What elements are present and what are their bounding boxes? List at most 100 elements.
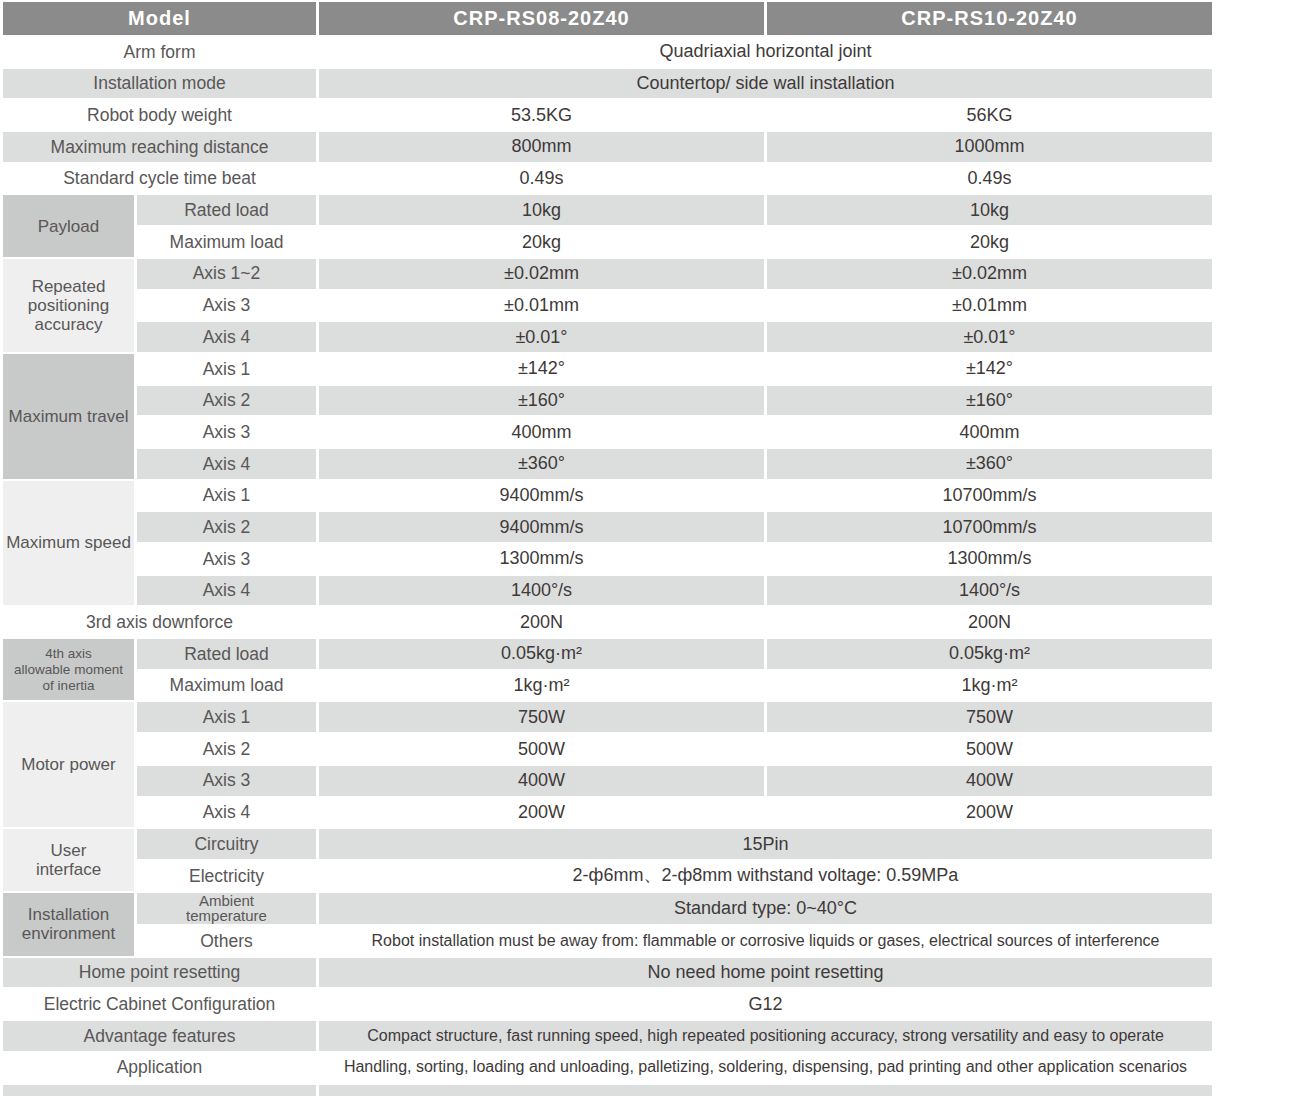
value-cell-model2: 200N (767, 607, 1212, 637)
value-cell-model1: 400W (319, 766, 764, 796)
merged-value-cell: 2-ф6mm、2-ф8mm withstand voltage: 0.59MPa (319, 861, 1212, 891)
sub-label-cell: Axis 2 (137, 512, 316, 542)
value-cell-model2: ±160° (767, 386, 1212, 416)
merged-value-cell: Handling, sorting, loading and unloading… (319, 1053, 1212, 1083)
table-row: Axis 3400W400W (3, 766, 1212, 796)
value-cell-model2: 0.49s (767, 164, 1212, 194)
table-row: Axis 4±0.01°±0.01° (3, 322, 1212, 352)
value-cell-model2: ±360° (767, 449, 1212, 479)
group-label-cell: Payload (3, 195, 134, 256)
value-cell-model2: 400mm (767, 417, 1212, 447)
merged-value-cell: Robot installation must be away from: fl… (319, 926, 1212, 956)
value-cell-model1: 9400mm/s (319, 481, 764, 511)
model-2-header-cell: CRP-RS10-20Z40 (767, 2, 1212, 35)
table-row: 3rd axis downforce200N200N (3, 607, 1212, 637)
model-header-cell: Model (3, 2, 316, 35)
value-cell-model1: 750W (319, 702, 764, 732)
table-row: Maximum travelAxis 1±142°±142° (3, 354, 1212, 384)
value-cell-model1: 0.49s (319, 164, 764, 194)
sub-label-cell: Axis 4 (137, 322, 316, 352)
sub-label-cell: Axis 2 (137, 386, 316, 416)
value-cell-model2: 200W (767, 798, 1212, 828)
row-label-cell: Standard cycle time beat (3, 164, 316, 194)
row-label-cell: Robot body weight (3, 100, 316, 130)
value-cell-model1: 20kg (319, 227, 764, 257)
sub-label-cell: Rated load (137, 195, 316, 225)
table-row: Electric Cabinet ConfigurationG12 (3, 989, 1212, 1019)
header-row: Model CRP-RS08-20Z40 CRP-RS10-20Z40 (3, 2, 1212, 35)
table-row: PayloadRated load10kg10kg (3, 195, 1212, 225)
value-cell-model2: 1000mm (767, 132, 1212, 162)
sub-label-cell: Axis 3 (137, 766, 316, 796)
table-row: ApplicationHandling, sorting, loading an… (3, 1053, 1212, 1083)
table-row: Axis 3400mm400mm (3, 417, 1212, 447)
table-row: Home point resettingNo need home point r… (3, 958, 1212, 988)
sub-label-cell: Axis 3 (137, 417, 316, 447)
value-cell-model1: 400mm (319, 417, 764, 447)
table-row: Maximum load1kg·m²1kg·m² (3, 671, 1212, 701)
table-row: Axis 2500W500W (3, 734, 1212, 764)
value-cell-model2: 1300mm/s (767, 544, 1212, 574)
merged-value-cell: Standard type: 0~40°C (319, 893, 1212, 925)
value-cell-model2: 20kg (767, 227, 1212, 257)
value-cell-model2: 0.05kg·m² (767, 639, 1212, 669)
value-cell-model2: ±0.02mm (767, 259, 1212, 289)
sub-label-cell: Others (137, 926, 316, 956)
value-cell-model2: 1kg·m² (767, 671, 1212, 701)
sub-label-cell: Axis 1 (137, 481, 316, 511)
table-row: Electricity2-ф6mm、2-ф8mm withstand volta… (3, 861, 1212, 891)
sub-label-cell: Electricity (137, 861, 316, 891)
value-cell-model2: ±0.01° (767, 322, 1212, 352)
table-row: Installation modeCountertop/ side wall i… (3, 69, 1212, 99)
value-cell-model1: 0.05kg·m² (319, 639, 764, 669)
row-label-cell: Home point resetting (3, 958, 316, 988)
table-row: Axis 3±0.01mm±0.01mm (3, 291, 1212, 321)
row-label-cell (3, 1085, 316, 1096)
value-cell-model1: ±160° (319, 386, 764, 416)
group-label-cell: Maximum travel (3, 354, 134, 479)
sub-label-cell: Circuitry (137, 829, 316, 859)
value-cell-model1: 200N (319, 607, 764, 637)
table-row: Installation environmentAmbient temperat… (3, 893, 1212, 925)
group-label-cell: 4th axis allowable moment of inertia (3, 639, 134, 700)
value-cell-model1: ±0.01° (319, 322, 764, 352)
value-cell-model2: 750W (767, 702, 1212, 732)
table-row: 4th axis allowable moment of inertiaRate… (3, 639, 1212, 669)
value-cell-model2: 1400°/s (767, 576, 1212, 606)
model-1-header-cell: CRP-RS08-20Z40 (319, 2, 764, 35)
group-label-cell: User interface (3, 829, 134, 890)
sub-label-cell: Axis 4 (137, 576, 316, 606)
value-cell-model1: 500W (319, 734, 764, 764)
sub-label-cell: Axis 4 (137, 798, 316, 828)
table-row: Repeated positioning accuracyAxis 1~2±0.… (3, 259, 1212, 289)
value-cell-model2: 10700mm/s (767, 512, 1212, 542)
merged-value-cell: G12 (319, 989, 1212, 1019)
value-cell-model1: ±360° (319, 449, 764, 479)
value-cell-model2: 10kg (767, 195, 1212, 225)
row-label-cell: Arm form (3, 37, 316, 67)
row-label-cell: Maximum reaching distance (3, 132, 316, 162)
merged-value-cell: Countertop/ side wall installation (319, 69, 1212, 99)
value-cell-model2: 10700mm/s (767, 481, 1212, 511)
value-cell-model1: 1300mm/s (319, 544, 764, 574)
spec-table-body: Arm formQuadriaxial horizontal jointInst… (3, 37, 1212, 1096)
value-cell-model2: 500W (767, 734, 1212, 764)
row-label-cell: Installation mode (3, 69, 316, 99)
table-row (3, 1085, 1212, 1096)
sub-label-cell: Maximum load (137, 671, 316, 701)
table-row: Standard cycle time beat0.49s0.49s (3, 164, 1212, 194)
value-cell-model2: 400W (767, 766, 1212, 796)
value-cell-model1: ±0.02mm (319, 259, 764, 289)
table-row: Motor powerAxis 1750W750W (3, 702, 1212, 732)
value-cell-model1: 53.5KG (319, 100, 764, 130)
value-cell-model1: 200W (319, 798, 764, 828)
table-row: Maximum speedAxis 19400mm/s10700mm/s (3, 481, 1212, 511)
group-label-cell: Repeated positioning accuracy (3, 259, 134, 352)
table-row: User interfaceCircuitry15Pin (3, 829, 1212, 859)
group-label-cell: Maximum speed (3, 481, 134, 606)
row-label-cell: 3rd axis downforce (3, 607, 316, 637)
table-row: Axis 4200W200W (3, 798, 1212, 828)
value-cell-model1: ±142° (319, 354, 764, 384)
table-row: Axis 31300mm/s1300mm/s (3, 544, 1212, 574)
sub-label-cell: Rated load (137, 639, 316, 669)
